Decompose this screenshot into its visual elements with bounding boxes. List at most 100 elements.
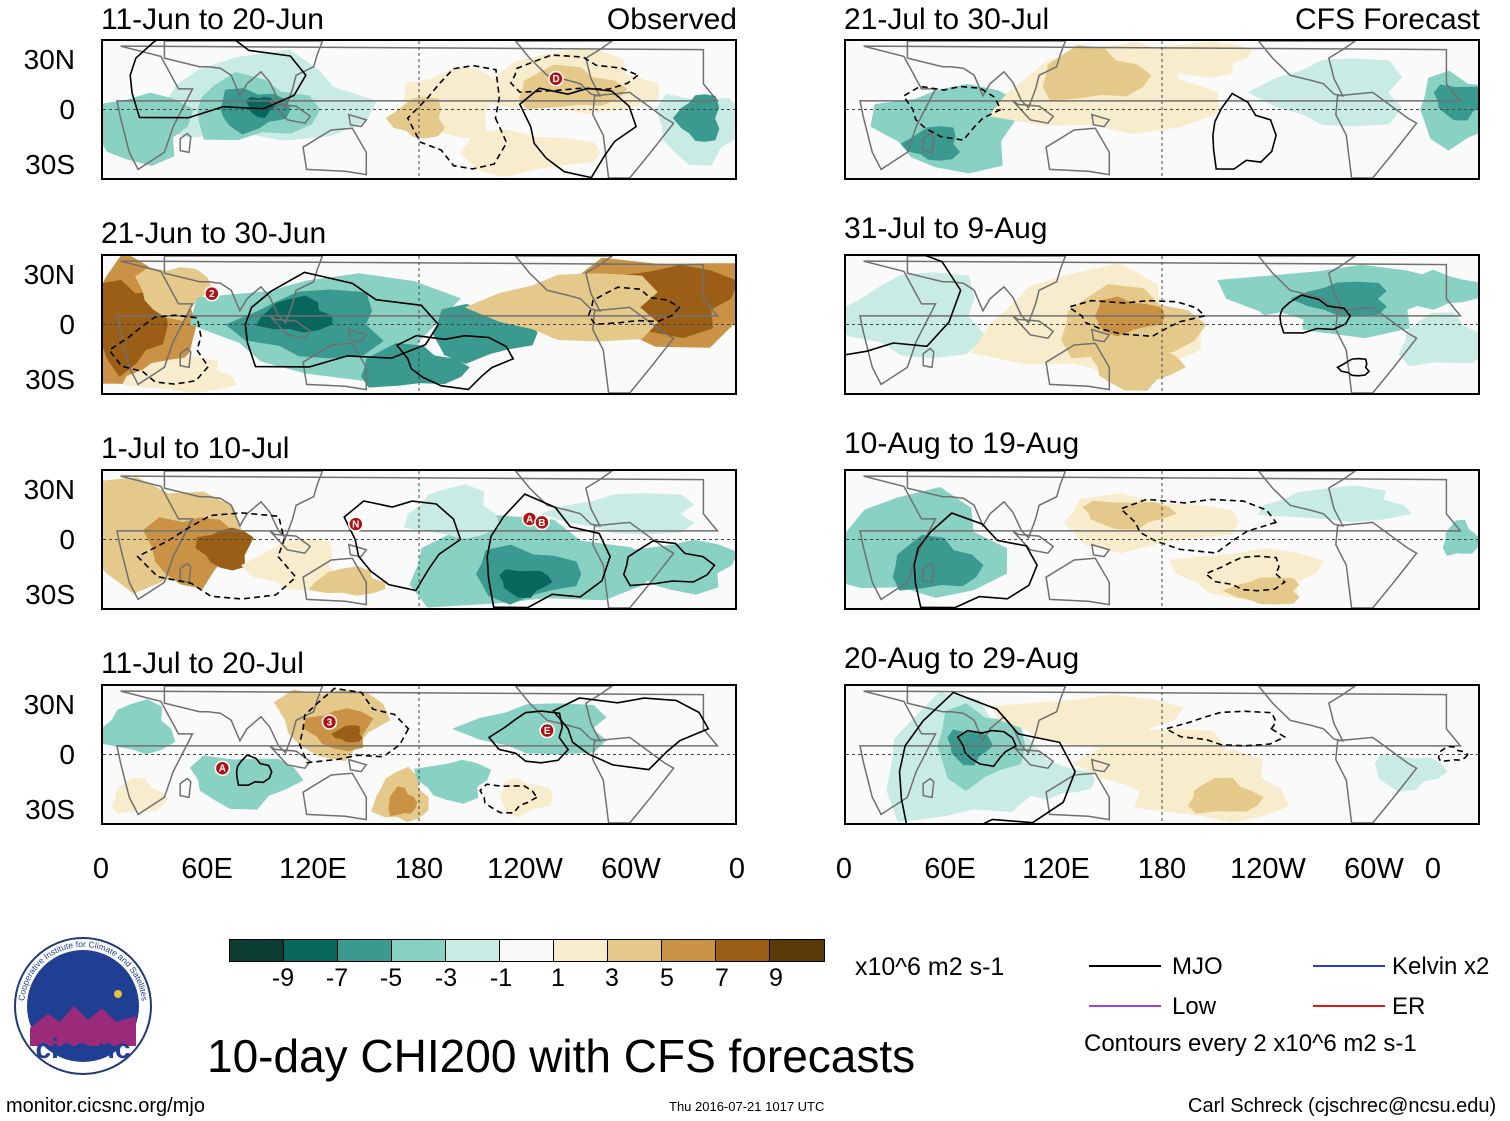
panel-right-0-tag: CFS Forecast xyxy=(1294,3,1480,36)
legend-line-mjo xyxy=(1089,965,1161,967)
mjo-contour xyxy=(487,710,570,764)
colorbar-label: 5 xyxy=(660,964,674,992)
storm-marker: 2 xyxy=(204,285,220,302)
lon-label-left-120e: 120E xyxy=(279,853,347,885)
anomaly-region xyxy=(195,527,254,571)
svg-text:3: 3 xyxy=(327,717,333,728)
colorbar-label: -1 xyxy=(489,964,513,992)
cics-logo: cics.nc Cooperative Institute for Climat… xyxy=(14,937,152,1075)
map-canvas xyxy=(846,471,1478,608)
legend-line-kelvin xyxy=(1313,965,1385,967)
map-panel xyxy=(844,254,1480,395)
lon-label-right-120w: 120W xyxy=(1230,853,1306,885)
storm-marker: 3 xyxy=(321,714,338,730)
map-canvas: 2 xyxy=(103,256,735,393)
panel-left-2-title: 1-Jul to 10-Jul xyxy=(101,432,290,465)
mjo-contour xyxy=(956,729,1018,768)
anomaly-region xyxy=(500,777,553,818)
mjo-contour xyxy=(552,697,710,771)
anomaly-region xyxy=(672,94,720,142)
mjo-contour xyxy=(1067,299,1207,338)
coastline xyxy=(922,347,935,369)
coastline xyxy=(906,41,1067,110)
anomaly-region xyxy=(452,703,607,755)
coastline xyxy=(1045,772,1111,821)
coastline xyxy=(922,562,935,584)
anomaly-region xyxy=(1042,44,1152,101)
mjo-contour xyxy=(486,493,611,608)
coastline xyxy=(179,562,192,584)
storm-marker: N xyxy=(348,516,364,532)
mjo-contour xyxy=(587,286,681,326)
colorbar-swatch xyxy=(284,940,338,961)
anomaly-region xyxy=(622,539,735,595)
anomaly-region xyxy=(1082,500,1177,530)
colorbar-swatch xyxy=(230,940,284,961)
coastline xyxy=(592,91,675,178)
coastline xyxy=(1045,127,1111,176)
footer-url: monitor.cicsnc.org/mjo xyxy=(6,1095,205,1117)
anomaly-region xyxy=(111,777,169,814)
lon-label-left-0-end: 0 xyxy=(728,853,746,885)
coastline xyxy=(179,347,192,369)
lon-label-right-60e: 60E xyxy=(924,853,976,885)
coastline xyxy=(1090,113,1111,128)
lon-label-left-0: 0 xyxy=(92,853,110,885)
map-canvas: D xyxy=(103,41,735,178)
anomaly-region xyxy=(1290,281,1387,316)
lat-label-30n: 30N xyxy=(23,689,75,720)
anomaly-region xyxy=(1137,41,1253,78)
lon-label-right-180: 180 xyxy=(1137,853,1187,885)
colorbar-label: -7 xyxy=(325,964,349,992)
panel-right-2-title: 10-Aug to 19-Aug xyxy=(844,427,1080,460)
lat-label-eq: 0 xyxy=(59,309,75,340)
lat-label-30s: 30S xyxy=(25,149,75,180)
anomaly-region xyxy=(900,126,960,161)
lat-label-30n: 30N xyxy=(23,259,75,290)
panel-right-1-title: 31-Jul to 9-Aug xyxy=(844,212,1048,245)
lon-label-left-60e: 60E xyxy=(181,853,233,885)
anomaly-region xyxy=(103,92,194,166)
colorbar-label: 1 xyxy=(551,964,565,992)
lon-label-left-120w: 120W xyxy=(487,853,563,885)
lat-label-30n: 30N xyxy=(23,44,75,75)
coastline xyxy=(859,690,1462,816)
lon-label-left-180: 180 xyxy=(394,853,444,885)
anomaly-region xyxy=(331,725,363,743)
coastline xyxy=(1012,100,1055,125)
coastline xyxy=(922,777,935,799)
lon-label-right-120e: 120E xyxy=(1022,853,1090,885)
mjo-contour xyxy=(913,512,1038,608)
svg-text:A: A xyxy=(526,514,533,525)
anomaly-region xyxy=(1257,485,1412,523)
coastline xyxy=(922,132,935,154)
anomaly-region xyxy=(499,569,553,598)
map-panel: 3 E A xyxy=(101,684,737,825)
legend-label-mjo: MJO xyxy=(1172,953,1223,980)
mjo-contour xyxy=(406,64,508,170)
logo-text: cics.nc xyxy=(36,1033,131,1064)
anomaly-region xyxy=(1433,84,1478,121)
anomaly-region xyxy=(1247,58,1403,127)
lat-label-30n: 30N xyxy=(23,474,75,505)
coastline xyxy=(1045,557,1111,606)
svg-text:2: 2 xyxy=(209,289,215,300)
anomaly-region xyxy=(1207,312,1323,368)
anomaly-region xyxy=(1024,759,1095,800)
map-canvas: 3 E A xyxy=(103,686,735,823)
anomaly-region xyxy=(1222,577,1300,605)
svg-text:E: E xyxy=(544,726,551,737)
coastline xyxy=(514,686,614,742)
coastline xyxy=(514,41,614,97)
map-canvas xyxy=(846,686,1478,823)
coastline xyxy=(1257,686,1357,742)
colorbar-label: 3 xyxy=(605,964,619,992)
coastline xyxy=(1090,328,1111,343)
anomaly-region xyxy=(103,699,176,755)
map-canvas xyxy=(846,256,1478,393)
coastline xyxy=(1257,41,1357,97)
legend-line-er xyxy=(1313,1005,1385,1007)
figure-title: 10-day CHI200 with CFS forecasts xyxy=(207,1030,916,1082)
colorbar-units: x10^6 m2 s-1 xyxy=(855,953,1005,981)
